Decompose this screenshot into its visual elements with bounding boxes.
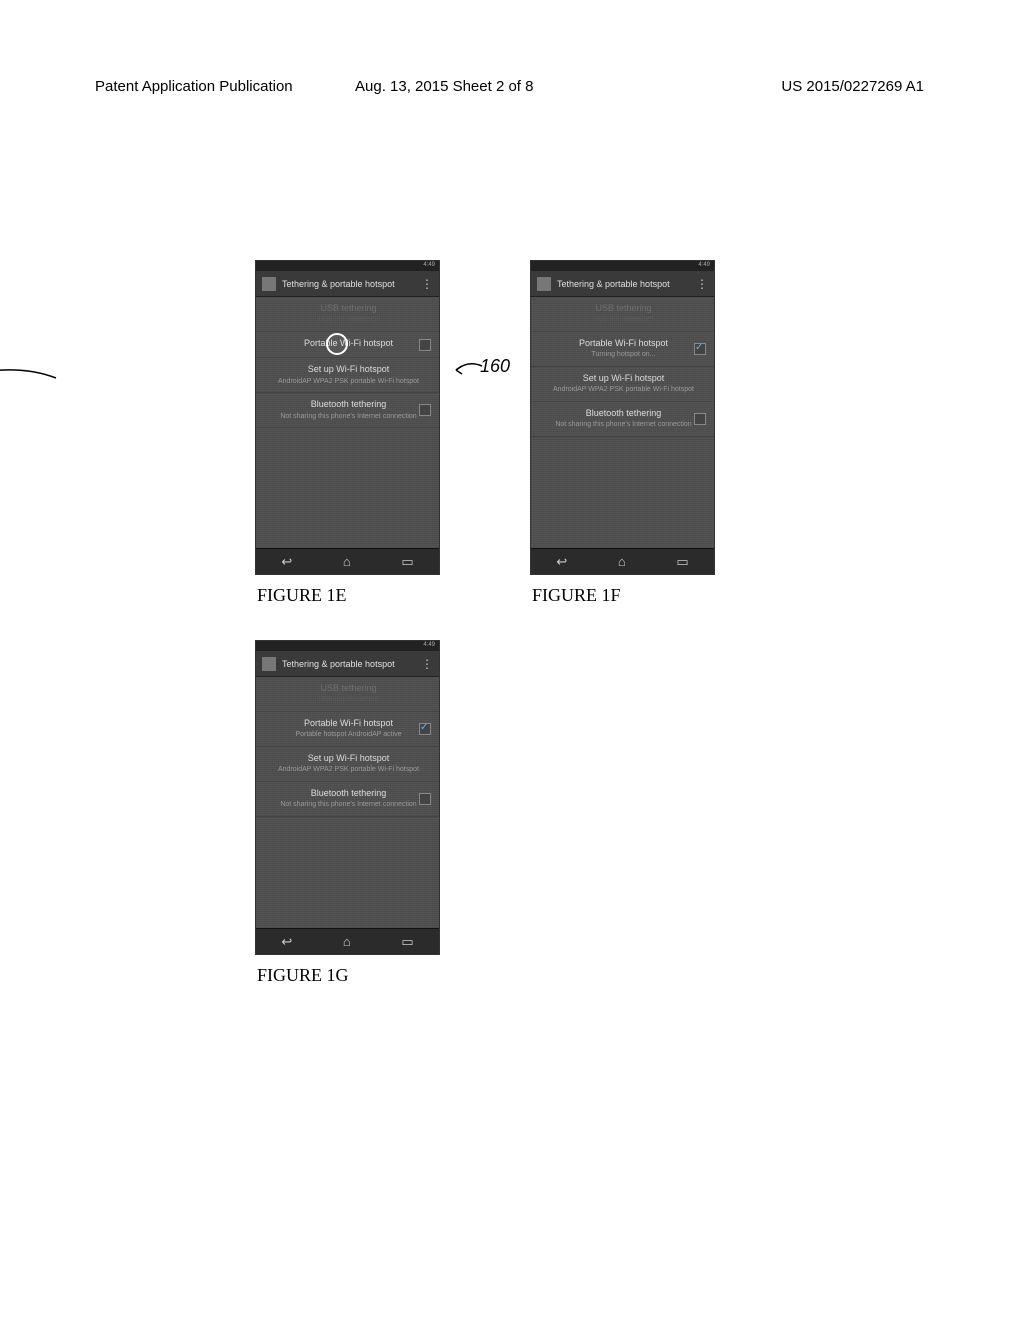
nav-home-icon[interactable]: ⌂ [343,934,351,949]
phone-screenshot-1f: 4:49 Tethering & portable hotspot ⋮ USB … [530,260,715,575]
caption-1f: FIGURE 1F [530,585,715,606]
caption-1g: FIGURE 1G [255,965,440,986]
leadline-150 [0,368,70,398]
nav-home-icon[interactable]: ⌂ [343,554,351,569]
status-bar: 4:49 [256,261,439,271]
action-bar-title: Tethering & portable hotspot [557,279,670,289]
status-bar: 4:49 [531,261,714,271]
nav-recent-icon[interactable]: ▭ [401,554,413,570]
action-bar: Tethering & portable hotspot ⋮ [256,271,439,297]
item-usb-tethering: USB tethering USB not connected [531,297,714,332]
hotspot-checkbox[interactable] [419,723,431,735]
nav-back-icon[interactable]: ↩ [281,934,292,950]
bt-checkbox[interactable] [419,404,431,416]
item-setup-hotspot[interactable]: Set up Wi-Fi hotspot AndroidAP WPA2 PSK … [256,358,439,393]
settings-icon[interactable] [537,277,551,291]
status-bar: 4:49 [256,641,439,651]
nav-recent-icon[interactable]: ▭ [401,934,413,950]
settings-list: USB tethering USB not connected Portable… [256,297,439,428]
item-setup-hotspot[interactable]: Set up Wi-Fi hotspot AndroidAP WPA2 PSK … [531,367,714,402]
nav-back-icon[interactable]: ↩ [556,554,567,570]
header-sheet: Aug. 13, 2015 Sheet 2 of 8 [355,78,533,95]
phone-screenshot-1e: 4:49 Tethering & portable hotspot ⋮ USB … [255,260,440,575]
action-bar-title: Tethering & portable hotspot [282,659,395,669]
nav-bar: ↩ ⌂ ▭ [256,928,439,954]
header-docnum: US 2015/0227269 A1 [781,78,924,95]
item-bluetooth-tethering[interactable]: Bluetooth tethering Not sharing this pho… [531,402,714,437]
overflow-menu-icon[interactable]: ⋮ [696,277,708,291]
touch-indicator-ring [326,333,348,355]
caption-1e: FIGURE 1E [255,585,440,606]
settings-icon[interactable] [262,277,276,291]
item-usb-tethering: USB tethering USB not connected [256,297,439,332]
item-usb-tethering: USB tethering USB not connected [256,677,439,712]
overflow-menu-icon[interactable]: ⋮ [421,657,433,671]
overflow-menu-icon[interactable]: ⋮ [421,277,433,291]
settings-icon[interactable] [262,657,276,671]
nav-back-icon[interactable]: ↩ [281,554,292,570]
arrow-160 [450,358,490,382]
settings-list: USB tethering USB not connected Portable… [256,677,439,817]
settings-list: USB tethering USB not connected Portable… [531,297,714,437]
nav-bar: ↩ ⌂ ▭ [531,548,714,574]
header-pub: Patent Application Publication [95,78,293,95]
item-bluetooth-tethering[interactable]: Bluetooth tethering Not sharing this pho… [256,393,439,428]
nav-home-icon[interactable]: ⌂ [618,554,626,569]
action-bar-title: Tethering & portable hotspot [282,279,395,289]
phone-screenshot-1g: 4:49 Tethering & portable hotspot ⋮ USB … [255,640,440,955]
action-bar: Tethering & portable hotspot ⋮ [256,651,439,677]
action-bar: Tethering & portable hotspot ⋮ [531,271,714,297]
item-portable-hotspot[interactable]: Portable Wi-Fi hotspot Turning hotspot o… [531,332,714,367]
figure-1e: 4:49 Tethering & portable hotspot ⋮ USB … [255,260,440,606]
item-portable-hotspot[interactable]: Portable Wi-Fi hotspot Portable hotspot … [256,712,439,747]
nav-bar: ↩ ⌂ ▭ [256,548,439,574]
figure-1f: 4:49 Tethering & portable hotspot ⋮ USB … [530,260,715,606]
bt-checkbox[interactable] [419,793,431,805]
hotspot-checkbox[interactable] [694,343,706,355]
nav-recent-icon[interactable]: ▭ [676,554,688,570]
item-bluetooth-tethering[interactable]: Bluetooth tethering Not sharing this pho… [256,782,439,817]
hotspot-checkbox[interactable] [419,339,431,351]
figure-1g: 4:49 Tethering & portable hotspot ⋮ USB … [255,640,440,986]
bt-checkbox[interactable] [694,413,706,425]
item-setup-hotspot[interactable]: Set up Wi-Fi hotspot AndroidAP WPA2 PSK … [256,747,439,782]
